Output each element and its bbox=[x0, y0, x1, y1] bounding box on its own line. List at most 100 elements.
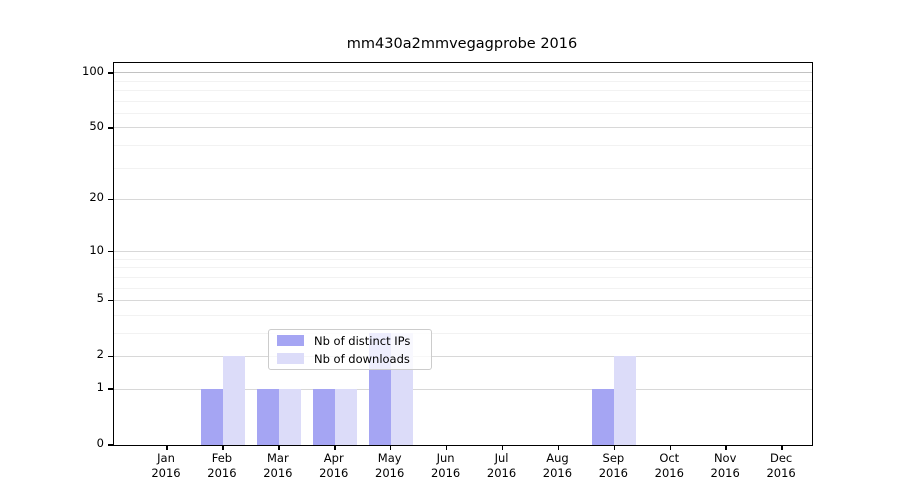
month-year: 2016 bbox=[151, 466, 181, 480]
month-name: Jan bbox=[157, 451, 175, 465]
bar-distinct-ips-apr bbox=[312, 389, 335, 445]
x-tick-label-apr: Apr 2016 bbox=[302, 451, 366, 481]
x-tick-label-jul: Jul 2016 bbox=[470, 451, 534, 481]
x-tick-label-dec: Dec 2016 bbox=[749, 451, 813, 481]
plot-area bbox=[107, 62, 813, 450]
x-tick-mark bbox=[725, 445, 727, 450]
y-tick-label: 0 bbox=[96, 436, 104, 450]
x-tick-mark bbox=[278, 445, 280, 450]
x-tick-mark bbox=[334, 445, 336, 450]
minor-gridline bbox=[114, 258, 812, 260]
y-tick-mark bbox=[107, 250, 113, 253]
x-tick-label-nov: Nov 2016 bbox=[693, 451, 757, 481]
minor-gridline bbox=[114, 144, 812, 146]
legend-label-distinct-ips: Nb of distinct IPs bbox=[314, 333, 411, 348]
x-tick-mark bbox=[222, 445, 224, 450]
bar-downloads-apr bbox=[334, 389, 357, 445]
minor-gridline bbox=[114, 167, 812, 169]
y-tick-mark bbox=[107, 72, 113, 74]
month-name: Oct bbox=[659, 451, 680, 465]
x-tick-mark bbox=[166, 445, 168, 450]
y-tick-label: 2 bbox=[96, 347, 104, 362]
bar-distinct-ips-feb bbox=[200, 389, 223, 445]
minor-gridline bbox=[114, 112, 812, 114]
bar-distinct-ips-mar bbox=[256, 389, 279, 445]
y-tick-mark bbox=[107, 198, 113, 201]
major-gridline bbox=[114, 198, 812, 200]
month-year: 2016 bbox=[375, 466, 405, 480]
major-gridline bbox=[114, 355, 812, 357]
y-tick-label: 1 bbox=[96, 380, 104, 395]
x-tick-mark bbox=[445, 445, 448, 450]
month-name: Nov bbox=[713, 451, 737, 465]
legend-swatch-distinct-ips bbox=[277, 335, 304, 346]
month-year: 2016 bbox=[654, 466, 684, 480]
y-tick-mark bbox=[107, 299, 113, 302]
x-tick-label-feb: Feb 2016 bbox=[190, 451, 254, 481]
major-gridline bbox=[114, 127, 812, 129]
legend-row-distinct-ips: Nb of distinct IPs bbox=[277, 334, 423, 348]
month-name: Feb bbox=[211, 451, 233, 465]
month-year: 2016 bbox=[766, 466, 796, 480]
minor-gridline bbox=[114, 314, 812, 316]
legend: Nb of distinct IPs Nb of downloads bbox=[268, 329, 432, 370]
month-year: 2016 bbox=[710, 466, 740, 480]
major-gridline bbox=[114, 72, 812, 74]
x-tick-label-jun: Jun 2016 bbox=[414, 451, 478, 481]
month-name: Aug bbox=[546, 451, 569, 465]
x-tick-label-jan: Jan 2016 bbox=[134, 451, 198, 481]
month-year: 2016 bbox=[430, 466, 461, 480]
y-tick-mark bbox=[107, 355, 113, 358]
month-name: May bbox=[377, 451, 402, 465]
month-year: 2016 bbox=[598, 466, 628, 480]
chart-title: mm430a2mmvegagprobe 2016 bbox=[346, 36, 578, 52]
x-tick-label-mar: Mar 2016 bbox=[246, 451, 310, 481]
y-tick-mark bbox=[107, 444, 113, 446]
major-gridline bbox=[114, 299, 812, 301]
y-tick-label: 20 bbox=[89, 190, 104, 205]
x-tick-label-aug: Aug 2016 bbox=[525, 451, 589, 481]
x-tick-mark bbox=[613, 445, 616, 450]
month-name: Jul bbox=[494, 451, 509, 465]
month-name: Apr bbox=[323, 451, 344, 465]
minor-gridline bbox=[114, 100, 812, 102]
month-year: 2016 bbox=[486, 466, 517, 480]
y-tick-mark bbox=[107, 388, 113, 390]
bar-downloads-feb bbox=[222, 356, 245, 445]
month-name: Sep bbox=[602, 451, 625, 465]
legend-swatch-downloads bbox=[277, 353, 304, 364]
x-tick-mark bbox=[669, 445, 672, 450]
x-tick-mark bbox=[557, 445, 560, 450]
y-tick-label: 10 bbox=[89, 242, 104, 257]
minor-gridline bbox=[114, 287, 812, 289]
legend-row-downloads: Nb of downloads bbox=[277, 352, 423, 366]
x-tick-label-may: May 2016 bbox=[358, 451, 422, 481]
y-tick-mark bbox=[107, 127, 113, 129]
month-year: 2016 bbox=[207, 466, 237, 480]
minor-gridline bbox=[114, 80, 812, 82]
x-tick-mark bbox=[501, 445, 504, 450]
month-name: Mar bbox=[266, 451, 289, 465]
major-gridline bbox=[114, 388, 812, 390]
month-year: 2016 bbox=[542, 466, 573, 480]
bar-downloads-mar bbox=[278, 389, 301, 445]
y-tick-label: 50 bbox=[89, 118, 104, 133]
major-gridline bbox=[114, 251, 812, 253]
x-tick-label-oct: Oct 2016 bbox=[637, 451, 701, 481]
bar-distinct-ips-sep bbox=[592, 389, 615, 445]
x-tick-mark bbox=[781, 445, 783, 450]
month-name: Dec bbox=[769, 451, 793, 465]
month-year: 2016 bbox=[263, 466, 293, 480]
x-tick-label-sep: Sep 2016 bbox=[581, 451, 645, 481]
minor-gridline bbox=[114, 276, 812, 278]
minor-gridline bbox=[114, 90, 812, 92]
y-tick-label: 100 bbox=[82, 63, 104, 78]
month-year: 2016 bbox=[319, 466, 349, 480]
minor-gridline bbox=[114, 267, 812, 269]
bar-downloads-sep bbox=[614, 356, 637, 445]
y-tick-label: 5 bbox=[96, 291, 104, 306]
minor-gridline bbox=[114, 332, 812, 334]
legend-label-downloads: Nb of downloads bbox=[314, 351, 410, 366]
month-name: Jun bbox=[436, 451, 455, 465]
